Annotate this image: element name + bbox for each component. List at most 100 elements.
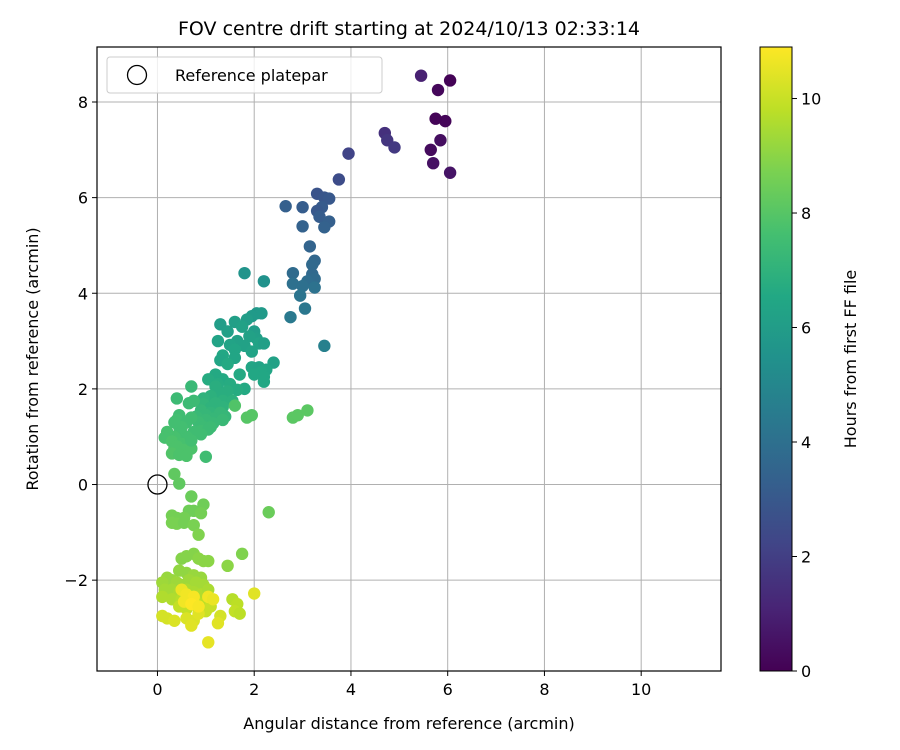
y-axis-ticks: −2 0 2 4 6 8 [64, 93, 97, 590]
data-point [303, 240, 317, 253]
y-axis-label: Rotation from reference (arcmin) [23, 227, 42, 490]
data-point [308, 281, 321, 294]
data-point [301, 404, 314, 417]
x-tick-label: 4 [346, 680, 356, 699]
data-point [173, 477, 186, 490]
data-point [194, 428, 208, 441]
data-point [233, 368, 246, 381]
colorbar-gradient [759, 46, 793, 672]
data-point [221, 325, 234, 338]
data-point [296, 220, 309, 233]
data-point [194, 507, 208, 520]
data-point [185, 619, 198, 632]
data-point [286, 277, 300, 290]
data-point [177, 516, 191, 529]
data-point [306, 258, 319, 271]
data-point [168, 416, 181, 429]
data-point [443, 166, 457, 179]
data-point [235, 320, 249, 333]
data-point [245, 345, 258, 358]
legend-marker-icon [126, 64, 148, 86]
data-point [243, 330, 256, 343]
data-point [156, 590, 169, 604]
data-point [262, 506, 275, 519]
data-point [257, 337, 271, 350]
chart-title: FOV centre drift starting at 2024/10/13 … [178, 18, 640, 40]
data-point [286, 266, 300, 280]
colorbar-tick-label: 4 [801, 433, 811, 452]
colorbar-ticks: 0 2 4 6 8 10 [792, 90, 821, 681]
data-point [257, 275, 271, 288]
y-tick-label: 8 [78, 93, 88, 112]
data-point [192, 528, 205, 541]
data-point [284, 310, 297, 324]
data-point [443, 74, 457, 87]
x-tick-label: 10 [631, 680, 651, 699]
data-point [431, 83, 445, 97]
x-axis-label: Angular distance from reference (arcmin) [243, 714, 574, 733]
data-point [255, 307, 268, 320]
colorbar-tick-label: 0 [801, 662, 811, 681]
x-axis-ticks: 0 2 4 6 8 10 [152, 671, 651, 699]
data-point [313, 210, 326, 223]
data-point [318, 221, 331, 234]
x-tick-label: 2 [249, 680, 259, 699]
legend: Reference platepar [106, 56, 383, 94]
data-point [332, 173, 346, 186]
data-point [216, 413, 229, 427]
data-point [426, 156, 440, 170]
data-point [168, 614, 181, 627]
data-points [156, 69, 457, 649]
data-point [429, 112, 442, 125]
data-point [233, 607, 246, 620]
data-point [434, 134, 447, 147]
data-point [202, 554, 215, 568]
y-tick-label: 4 [78, 284, 88, 303]
data-point [221, 559, 234, 573]
data-point [388, 141, 401, 154]
data-point [296, 279, 309, 293]
data-point [291, 408, 304, 422]
data-point [192, 600, 205, 613]
data-point [185, 434, 198, 447]
data-point [202, 636, 215, 649]
colorbar-tick-label: 2 [801, 548, 811, 567]
data-point [185, 380, 198, 393]
data-point [211, 334, 225, 348]
data-point [439, 114, 452, 128]
legend-box [106, 56, 383, 94]
colorbar-label: Hours from first FF file [841, 270, 860, 449]
reference-marker [147, 474, 168, 495]
x-tick-label: 0 [152, 680, 162, 699]
x-tick-label: 6 [443, 680, 453, 699]
data-point [211, 616, 225, 630]
colorbar-tick-label: 10 [801, 90, 821, 109]
data-point [322, 192, 336, 205]
legend-label: Reference platepar [175, 66, 328, 85]
data-point [187, 394, 200, 408]
data-point [187, 518, 200, 532]
data-point [293, 289, 307, 302]
data-point [238, 266, 251, 280]
plot-area [97, 47, 721, 671]
data-point [228, 399, 242, 412]
colorbar: 0 2 4 6 8 10 Hours from first FF file [759, 46, 860, 681]
data-point [245, 408, 258, 422]
data-point [414, 69, 428, 82]
data-point [168, 467, 181, 481]
data-point [199, 450, 213, 463]
y-tick-label: 2 [78, 380, 88, 399]
data-point [235, 547, 249, 561]
data-point [298, 302, 312, 315]
data-point [206, 593, 220, 606]
data-point [424, 143, 437, 157]
data-point [257, 375, 271, 388]
y-tick-label: 0 [78, 476, 88, 495]
data-point [296, 200, 309, 214]
data-point [170, 392, 184, 405]
data-point [318, 339, 331, 353]
y-tick-label: −2 [64, 571, 88, 590]
y-tick-label: 6 [78, 189, 88, 208]
data-point [185, 490, 198, 503]
